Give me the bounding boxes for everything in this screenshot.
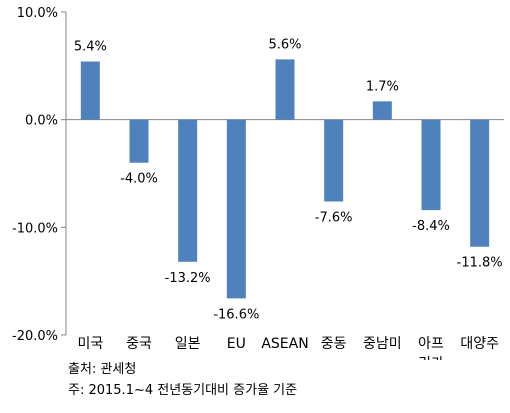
x-tick-label: EU xyxy=(227,336,246,352)
x-tick-label: 대양주 xyxy=(460,336,499,352)
bar xyxy=(470,119,490,247)
bar xyxy=(421,119,441,211)
data-label: -16.6% xyxy=(213,307,259,322)
footnote: 주: 2015.1~4 전년동기대비 증가율 기준 xyxy=(68,383,298,398)
chart-bars xyxy=(80,59,490,299)
data-label: 5.4% xyxy=(74,40,107,55)
x-tick-label: 중남미 xyxy=(363,336,402,352)
bar-chart: 5.4% -4.0% -13.2% -16.6% 5.6% -7.6% 1.7% -8.4% -… xyxy=(12,6,504,360)
data-label: -7.6% xyxy=(315,210,353,225)
source-note: 출처: 관세청 xyxy=(68,362,137,377)
x-tick-label: 리카 xyxy=(418,356,444,360)
x-tick-label: 중동 xyxy=(321,336,347,352)
data-label: 1.7% xyxy=(366,79,399,94)
bar xyxy=(129,119,149,163)
y-tick-label: 10.0% xyxy=(17,6,58,21)
bar xyxy=(324,119,344,202)
bar xyxy=(275,59,295,120)
x-tick-label: 아프 xyxy=(418,336,444,352)
bar xyxy=(372,101,392,120)
x-tick-label: ASEAN xyxy=(261,336,308,352)
data-label: -8.4% xyxy=(412,219,450,234)
data-label: 5.6% xyxy=(268,37,301,52)
x-tick-label: 중국 xyxy=(126,336,152,352)
bar xyxy=(80,61,100,120)
chart-tick-labels: 10.0% 0.0% -10.0% -20.0% 미국 중국 일본 EU ASEAN 중동 중남미 아… xyxy=(12,6,499,360)
chart-data-labels: 5.4% -4.0% -13.2% -16.6% 5.6% -7.6% 1.7% -8.4% -… xyxy=(74,37,503,322)
bar xyxy=(226,119,246,299)
data-label: -13.2% xyxy=(165,271,211,286)
x-tick-label: 미국 xyxy=(77,336,103,352)
x-tick-label: 일본 xyxy=(175,336,201,352)
bar xyxy=(178,119,198,262)
data-label: -11.8% xyxy=(457,256,503,271)
y-tick-label: 0.0% xyxy=(25,114,58,129)
y-tick-label: -10.0% xyxy=(12,221,58,236)
data-label: -4.0% xyxy=(120,172,158,187)
y-tick-label: -20.0% xyxy=(12,329,58,344)
